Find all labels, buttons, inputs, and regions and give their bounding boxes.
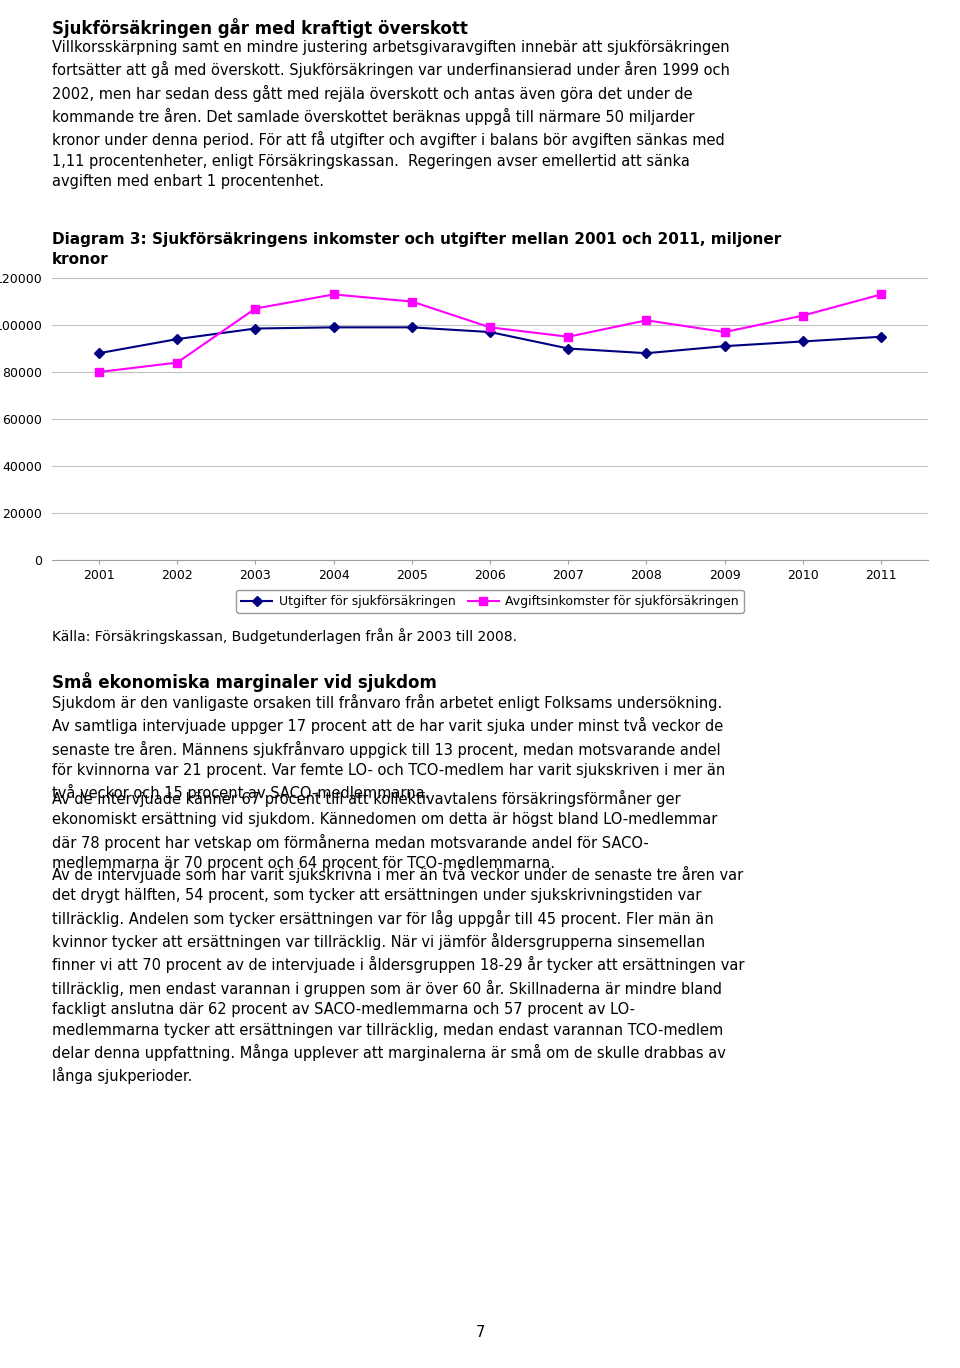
Text: Av de intervjuade känner 67 procent till att kollektivavtalens försäkringsförmån: Av de intervjuade känner 67 procent till… [52, 789, 717, 871]
Text: Diagram 3: Sjukförsäkringens inkomster och utgifter mellan 2001 och 2011, miljon: Diagram 3: Sjukförsäkringens inkomster o… [52, 233, 781, 248]
Legend: Utgifter för sjukförsäkringen, Avgiftsinkomster för sjukförsäkringen: Utgifter för sjukförsäkringen, Avgiftsin… [236, 590, 744, 613]
Text: 7: 7 [475, 1326, 485, 1341]
Text: Av de intervjuade som har varit sjukskrivna i mer än två veckor under de senaste: Av de intervjuade som har varit sjukskri… [52, 866, 745, 1085]
Text: Små ekonomiska marginaler vid sjukdom: Små ekonomiska marginaler vid sjukdom [52, 672, 437, 692]
Text: kronor: kronor [52, 252, 108, 267]
Text: Källa: Försäkringskassan, Budgetunderlagen från år 2003 till 2008.: Källa: Försäkringskassan, Budgetunderlag… [52, 628, 517, 644]
Text: Sjukdom är den vanligaste orsaken till frånvaro från arbetet enligt Folksams und: Sjukdom är den vanligaste orsaken till f… [52, 694, 725, 802]
Text: Villkorsskärpning samt en mindre justering arbetsgivaravgiften innebär att sjukf: Villkorsskärpning samt en mindre justeri… [52, 40, 730, 189]
Text: Sjukförsäkringen går med kraftigt överskott: Sjukförsäkringen går med kraftigt översk… [52, 18, 468, 38]
